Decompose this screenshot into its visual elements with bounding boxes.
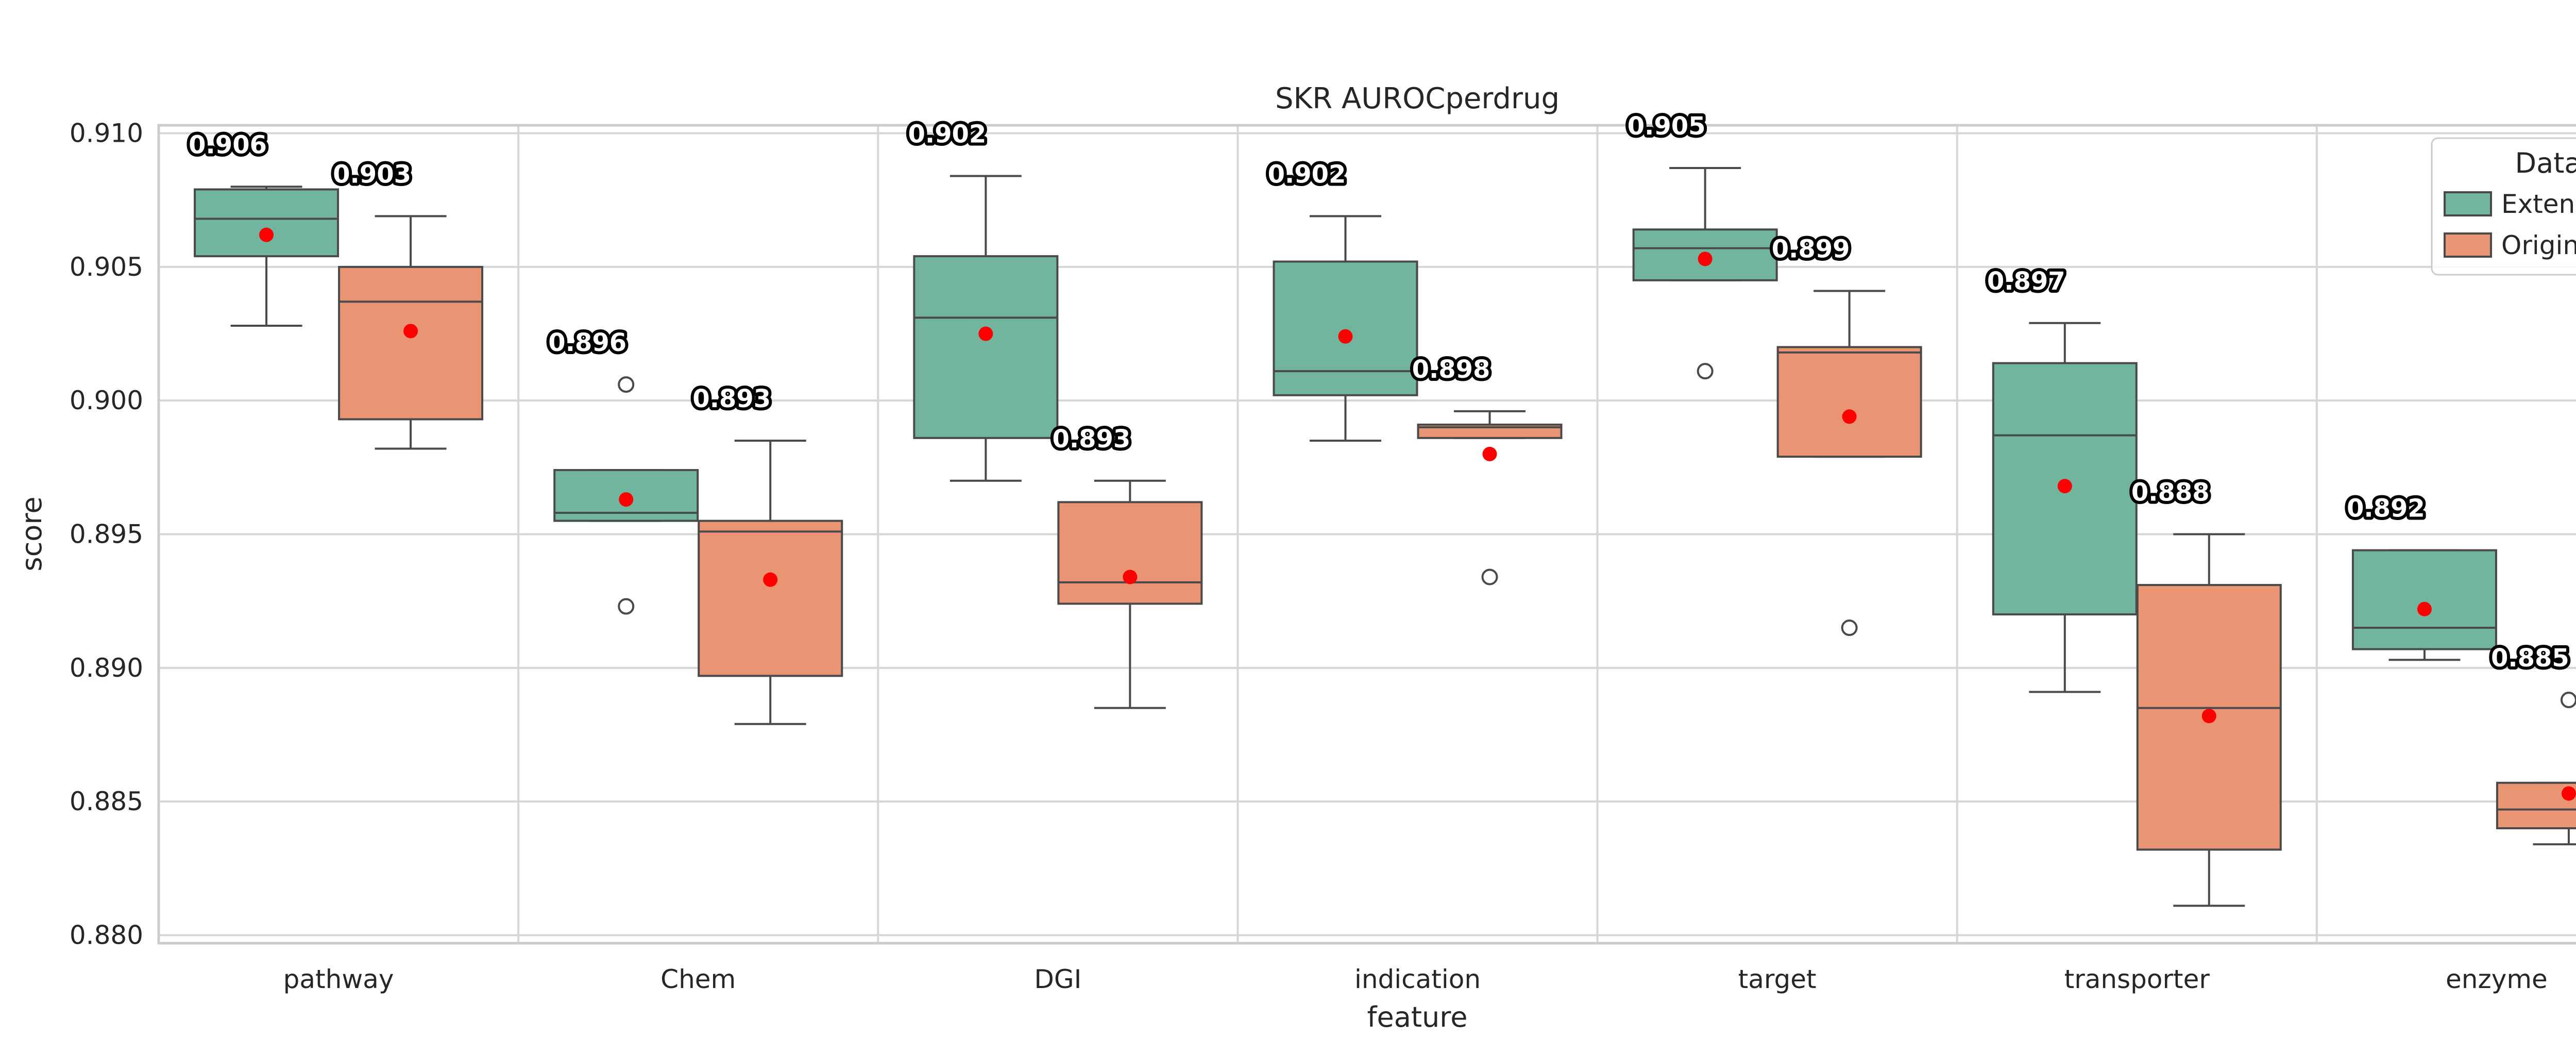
box-original-transporter [2136, 533, 2282, 907]
box-extended-chem [553, 376, 699, 615]
mean-value-label: 0.885 [2491, 644, 2569, 673]
plot-frame [157, 124, 2576, 945]
box-extended-indication [1273, 215, 1418, 442]
iqr-box [1273, 260, 1418, 396]
outlier-point [1481, 568, 1498, 585]
label-layer: 0.880 0.885 0.890 0.895 0.900 0.905 0.910 pathw… [70, 109, 2572, 994]
box-extended-enzyme [2351, 549, 2497, 661]
box-original-enzyme [2496, 692, 2576, 846]
mean-marker [1338, 329, 1353, 344]
mean-value-label: 0.906 [189, 130, 267, 159]
mean-value-label: 0.893 [1052, 425, 1130, 454]
x-tick-label: pathway [283, 964, 394, 994]
iqr-box [1776, 346, 1922, 458]
x-tick-label: enzyme [2446, 964, 2548, 994]
mean-marker [1482, 446, 1497, 461]
mean-value-label: 0.896 [548, 328, 626, 357]
box-extended-target [1632, 166, 1778, 380]
iqr-box [2351, 549, 2497, 650]
mean-value-label: 0.902 [908, 120, 986, 149]
y-tick-label: 0.895 [70, 520, 143, 549]
mean-value-label: 0.897 [1987, 267, 2065, 296]
mean-value-label: 0.898 [1412, 355, 1490, 384]
mean-marker [403, 324, 418, 339]
mean-marker [1842, 409, 1857, 424]
mean-marker [2561, 786, 2576, 801]
y-axis-title: score [15, 496, 48, 571]
mean-marker [2201, 709, 2216, 724]
outlier-point [618, 376, 635, 393]
box-original-indication [1417, 410, 1563, 585]
y-tick-label: 0.885 [70, 787, 143, 816]
outlier-point [2560, 692, 2576, 709]
iqr-box [913, 255, 1059, 439]
mean-marker [763, 572, 778, 587]
mean-value-label: 0.903 [333, 160, 411, 189]
iqr-box [338, 265, 484, 421]
box-extended-pathway [194, 186, 340, 327]
mean-marker [1123, 570, 1138, 584]
x-tick-label: indication [1354, 964, 1481, 994]
y-tick-label: 0.910 [70, 119, 143, 148]
iqr-box [194, 188, 340, 258]
mean-marker [1698, 252, 1713, 266]
y-tick-label: 0.880 [70, 920, 143, 950]
y-tick-label: 0.900 [70, 386, 143, 415]
chart-title: SKR AUROCperdrug [1275, 82, 1560, 115]
x-tick-label: Chem [660, 964, 736, 994]
box-original-target [1776, 290, 1922, 637]
outlier-point [1697, 363, 1714, 380]
x-tick-label: target [1738, 964, 1817, 994]
outlier-point [618, 598, 635, 615]
box-extended-dgi [913, 175, 1059, 482]
legend-label-extended: Extended [2501, 189, 2576, 219]
box-original-chem [698, 439, 843, 725]
legend: Data Extended Original [2431, 137, 2576, 276]
legend-swatch-extended [2444, 191, 2492, 216]
mean-value-label: 0.905 [1628, 112, 1706, 141]
mean-marker [978, 326, 993, 341]
legend-title: Data [2515, 147, 2576, 179]
box-layer [194, 166, 2576, 907]
mean-value-label: 0.893 [692, 384, 771, 413]
mean-marker [2057, 479, 2072, 494]
x-tick-label: DGI [1034, 964, 1081, 994]
iqr-box [698, 520, 843, 677]
mean-marker [619, 492, 634, 507]
mean-marker [2417, 601, 2432, 616]
iqr-box [1057, 501, 1203, 605]
mean-marker [259, 227, 274, 242]
box-original-dgi [1057, 479, 1203, 709]
x-tick-label: transporter [2064, 964, 2210, 994]
legend-swatch-original [2444, 232, 2492, 258]
x-axis-title: feature [1367, 1001, 1468, 1033]
outlier-point [1841, 620, 1858, 637]
mean-value-label: 0.892 [2347, 494, 2425, 523]
mean-value-label: 0.888 [2131, 478, 2210, 507]
box-extended-transporter [1992, 322, 2138, 693]
box-original-pathway [338, 215, 484, 450]
y-tick-label: 0.905 [70, 252, 143, 282]
mean-value-label: 0.899 [1772, 235, 1850, 264]
mean-value-label: 0.902 [1268, 160, 1346, 189]
legend-label-original: Original [2501, 230, 2576, 260]
y-tick-label: 0.890 [70, 653, 143, 683]
plot-frame-layer [157, 124, 2576, 945]
